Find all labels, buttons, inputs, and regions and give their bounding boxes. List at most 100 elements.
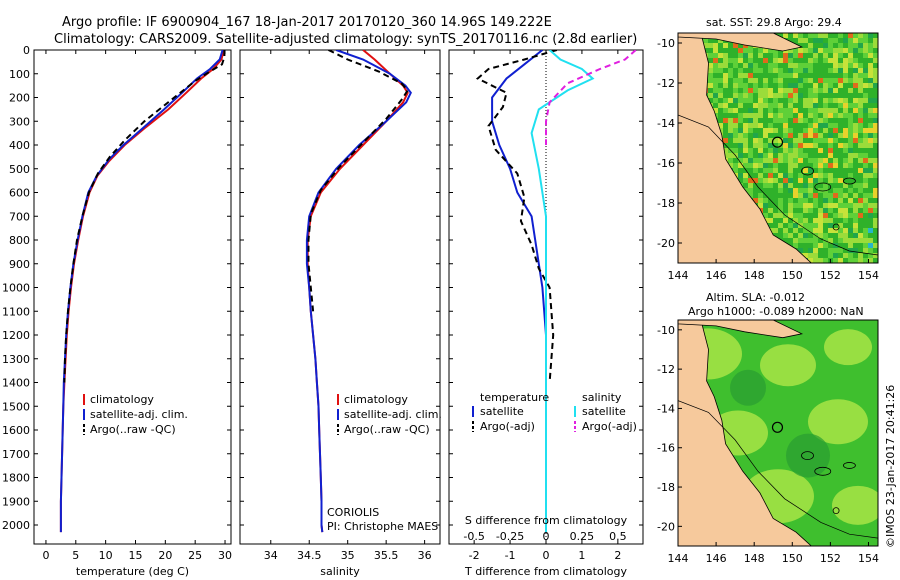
sst-cell [728,123,733,128]
sst-cell [803,48,808,53]
sst-cell [863,188,868,193]
sst-cell [853,123,858,128]
sst-cell [743,123,748,128]
y-tick-label: 1000 [2,282,30,295]
sst-cell [818,133,823,138]
sst-cell [753,48,758,53]
sst-cell [848,208,853,213]
sst-cell [813,113,818,118]
sst-cell [723,143,728,148]
sla-anomaly [730,369,766,406]
y-tick-label: 800 [9,234,30,247]
sst-cell [848,93,853,98]
sst-cell [798,63,803,68]
sst-cell [833,118,838,123]
sst-cell [818,238,823,243]
sst-cell [838,218,843,223]
sst-cell [828,118,833,123]
map-frame [677,319,879,547]
sst-cell [748,88,753,93]
sst-cell [828,148,833,153]
sst-cell [763,193,768,198]
sst-cell [818,108,823,113]
sst-cell [858,38,863,43]
sst-cell [713,108,718,113]
sst-cell [738,133,743,138]
sst-cell [813,173,818,178]
sst-cell [723,48,728,53]
sst-cell [858,53,863,58]
sst-cell [758,83,763,88]
sst-cell [808,93,813,98]
sst-cell [823,228,828,233]
sst-cell [798,148,803,153]
sst-cell [858,153,863,158]
sst-cell [863,103,868,108]
sst-cell [753,183,758,188]
sst-cell [803,183,808,188]
sst-cell [818,248,823,253]
legend-label-t-satellite: satellite [480,405,524,418]
sst-cell [868,43,873,48]
x-tick-label: 25 [188,549,202,562]
sst-cell [798,48,803,53]
sst-cell [833,93,838,98]
sst-cell [783,73,788,78]
sst-cell [793,63,798,68]
sst-cell [728,118,733,123]
sst-cell [868,148,873,153]
sst-cell [848,223,853,228]
sst-cell [833,238,838,243]
sst-cell [853,258,858,263]
sst-cell [828,98,833,103]
sst-cell [828,223,833,228]
map-x-tick-label: 144 [668,552,689,565]
sst-cell [823,148,828,153]
sst-cell [758,73,763,78]
sst-cell [758,138,763,143]
sst-cell [748,153,753,158]
sst-cell [708,78,713,83]
sst-cell [783,133,788,138]
sst-cell [828,248,833,253]
sst-cell [843,193,848,198]
sst-cell [863,178,868,183]
sst-cell [748,168,753,173]
sst-cell [873,118,878,123]
sst-cell [828,103,833,108]
sst-cell [823,248,828,253]
sst-cell [743,178,748,183]
argo-position-marker [771,421,784,433]
sst-cell [783,103,788,108]
sst-cell [808,228,813,233]
sst-cell [753,118,758,123]
sst-cell [828,203,833,208]
sst-cell [868,198,873,203]
sst-cell [773,138,778,143]
sst-cell [778,98,783,103]
sst-cell [778,53,783,58]
sst-cell [873,68,878,73]
sst-cell [868,228,873,233]
sst-cell [833,248,838,253]
sst-cell [733,63,738,68]
sst-cell [758,63,763,68]
sst-cell [873,228,878,233]
sst-cell [728,48,733,53]
sst-cell [808,38,813,43]
sst-cell [723,68,728,73]
sst-cell [843,118,848,123]
sst-cell [853,33,858,38]
sst-cell [853,218,858,223]
sst-cell [788,98,793,103]
sst-cell [843,208,848,213]
sst-cell [838,103,843,108]
sst-cell [708,83,713,88]
sst-cell [873,198,878,203]
sst-cell [788,233,793,238]
sst-cell [718,58,723,63]
sst-cell [813,53,818,58]
sst-cell [793,238,798,243]
sst-cell [818,58,823,63]
sst-cell [853,128,858,133]
